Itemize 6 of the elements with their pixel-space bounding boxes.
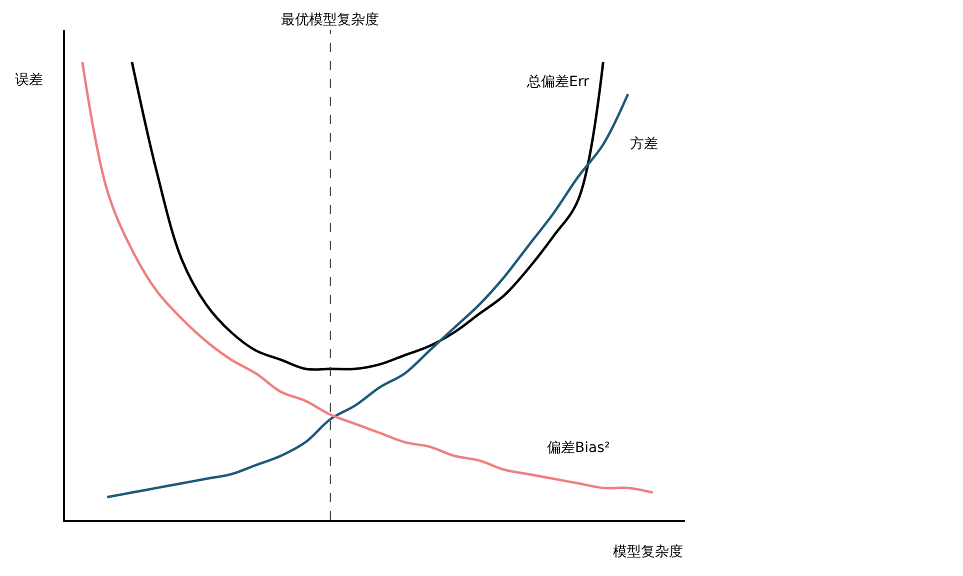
- x-axis-title: 模型复杂度: [613, 544, 683, 560]
- series-label: 总偏差Err: [526, 74, 590, 90]
- series-label: 偏差Bias²: [547, 440, 610, 456]
- text: 最优模型复杂度: [281, 12, 379, 28]
- y-axis-title: 误差: [15, 72, 43, 88]
- series-label: 方差: [630, 136, 658, 152]
